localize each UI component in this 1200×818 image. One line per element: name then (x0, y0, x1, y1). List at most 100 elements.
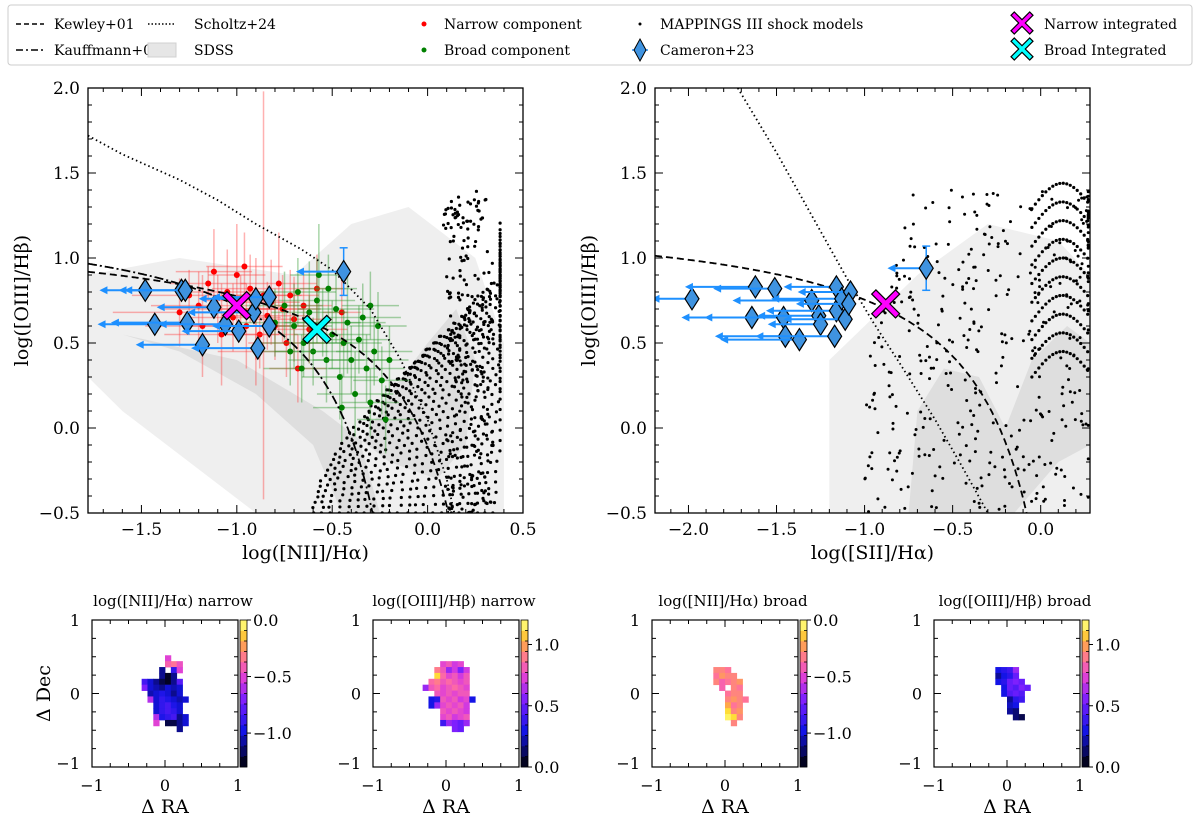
shock-model-point (1009, 434, 1013, 438)
shock-model-point (498, 369, 502, 373)
shock-model-point (430, 421, 434, 425)
shock-model-point (1061, 385, 1065, 389)
shock-model-point (361, 454, 365, 458)
shock-model-point (443, 344, 447, 348)
shock-model-point (463, 410, 467, 414)
shock-model-point (475, 449, 479, 453)
shock-model-point (452, 331, 456, 335)
shock-model-point (487, 415, 491, 419)
shock-model-point (479, 217, 483, 221)
shock-model-point (1030, 319, 1034, 323)
shock-model-point (1065, 182, 1069, 186)
shock-model-point (329, 499, 333, 503)
colorbar-segment (521, 746, 528, 757)
shock-model-point (1058, 331, 1062, 335)
shock-model-point (410, 479, 414, 483)
shock-model-point (473, 360, 477, 364)
narrow-integrated-marker (221, 290, 252, 321)
shock-model-point (868, 354, 872, 358)
narrow-integrated-legend-x (1010, 11, 1034, 35)
shock-model-point (1054, 201, 1058, 205)
shock-model-point (491, 440, 495, 444)
y-tick-label: 2.0 (53, 79, 80, 99)
shock-model-point (394, 400, 398, 404)
shock-model-point (870, 451, 874, 455)
arrowhead-icon (720, 335, 729, 344)
shock-model-point (321, 505, 326, 510)
map-pixel (457, 702, 464, 709)
y-axis-label: log([OIII]/Hβ) (11, 235, 33, 366)
shock-model-point (1059, 356, 1063, 360)
shock-model-point (917, 454, 921, 458)
shock-model-point (494, 410, 499, 414)
shock-model-point (994, 381, 998, 385)
map-pixel (159, 672, 166, 680)
shock-model-point (1047, 410, 1051, 414)
map-pixels (141, 655, 189, 733)
colorbar: 0.0−0.5−1.0 (239, 611, 292, 768)
broad-integrated-marker (302, 314, 332, 345)
map-pixel (719, 678, 726, 686)
broad-component-marker (355, 336, 362, 343)
shock-model-point (461, 221, 465, 225)
shock-model-point (963, 378, 967, 382)
shock-model-point (1016, 275, 1020, 279)
shock-model-point (363, 415, 367, 419)
shock-model-point (975, 486, 979, 490)
shock-model-point (906, 485, 910, 489)
shock-model-point (426, 437, 430, 441)
shock-model-point (909, 290, 913, 294)
legend: Kewley+01 Kauffmann+03 Scholtz+24 SDSS N… (7, 4, 1193, 66)
map-pixel (153, 714, 160, 721)
narrow-component-marker (230, 314, 236, 321)
x-tick-label: 0.0 (414, 520, 441, 540)
narrow-integrated-legend-marker (1010, 11, 1034, 35)
broad-component-point (313, 373, 371, 442)
shock-model-point (361, 472, 365, 476)
shock-model-point (320, 500, 324, 504)
shock-model-point (1072, 354, 1076, 358)
shock-model-point (430, 407, 434, 411)
colorbar-segment (521, 735, 528, 747)
cameron23-diamond (791, 327, 808, 352)
shock-model-point (1074, 279, 1078, 283)
shock-model-point (476, 389, 480, 393)
shock-model-point (1068, 277, 1072, 281)
shock-model-point (975, 213, 979, 217)
shock-model-point (419, 398, 423, 403)
shock-model-point (466, 401, 470, 405)
map-pixel (165, 696, 172, 703)
shock-model-point (396, 458, 400, 463)
shock-model-point (1065, 313, 1069, 317)
map-pixel (176, 725, 183, 733)
shock-model-point (1033, 277, 1037, 281)
shock-model-point (952, 461, 956, 465)
narrow-component-marker (291, 316, 298, 323)
map-pixel (742, 696, 749, 703)
shock-model-point (974, 279, 978, 283)
narrow-component-marker (247, 285, 254, 292)
shock-model-point (1044, 190, 1048, 194)
shock-model-point (1062, 504, 1066, 508)
shock-model-point (490, 429, 495, 433)
shock-model-point (476, 294, 480, 298)
shock-model-point (498, 244, 502, 248)
map-pixel (730, 708, 738, 715)
shock-model-point (1082, 252, 1086, 256)
shock-model-point (903, 506, 907, 510)
map-pixel (995, 667, 1002, 674)
shock-model-point (486, 376, 490, 380)
shock-model-point (941, 294, 945, 298)
shock-model-point (1079, 192, 1083, 196)
shock-model-point (1068, 314, 1072, 318)
broad-component-marker (315, 272, 322, 278)
shock-model-point (465, 380, 470, 384)
shock-model-point (377, 483, 381, 487)
shock-model-point (447, 506, 451, 510)
shock-model-point (1065, 294, 1069, 298)
shock-model-point (407, 457, 412, 461)
shock-model-point (444, 401, 448, 405)
cameron23-points (97, 247, 352, 361)
colorbar-segment (1082, 651, 1089, 663)
shock-model-point (1051, 334, 1055, 338)
